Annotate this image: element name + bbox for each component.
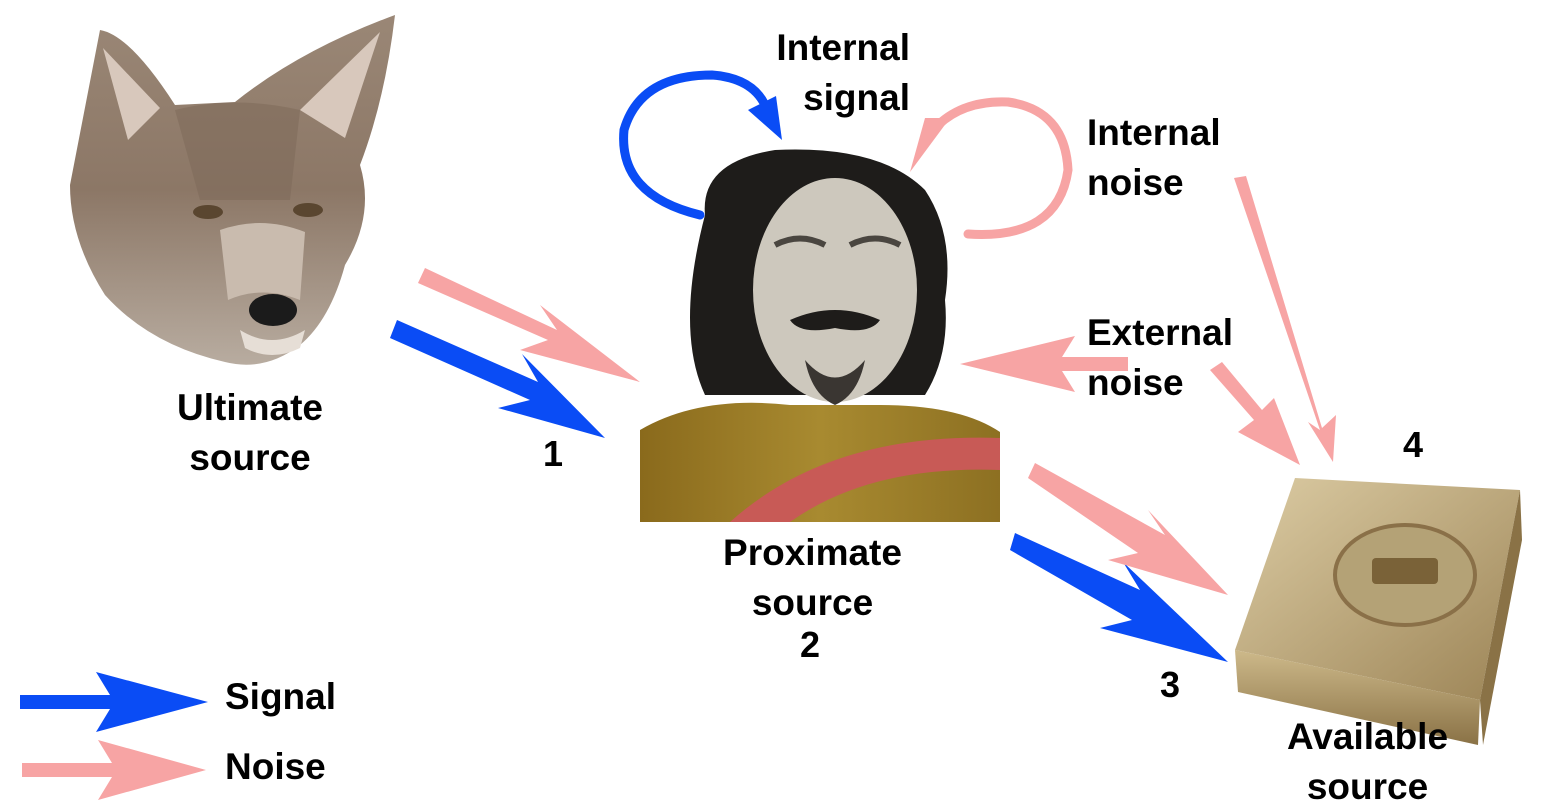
ultimate-source-label: Ultimate source <box>177 387 323 478</box>
path-number-1: 1 <box>543 433 564 474</box>
signal-arrow-proximate-to-available <box>1010 533 1228 662</box>
internal-noise-loop-arrow <box>930 97 1073 239</box>
bearded-man-bust-icon <box>640 149 1000 522</box>
legend-signal-arrow-icon <box>20 672 208 732</box>
proximate-source-label: Proximate source <box>723 532 902 623</box>
internal-signal-label: Internal signal <box>776 27 910 118</box>
internal-noise-to-available-arrow <box>1234 176 1336 462</box>
proximate-source-number: 2 <box>799 624 821 665</box>
path-number-4: 4 <box>1403 424 1424 465</box>
signal-arrows <box>390 70 1228 662</box>
noise-arrow-ultimate-to-proximate <box>418 268 640 382</box>
external-noise-arrow <box>960 336 1128 392</box>
external-noise-label: External noise <box>1087 312 1234 403</box>
legend-noise-label: Noise <box>225 746 326 787</box>
legend-noise-arrow-icon <box>22 740 206 800</box>
legend-signal-label: Signal <box>225 676 337 717</box>
internal-signal-loop-arrow <box>619 70 770 220</box>
noise-arrow-proximate-to-available <box>1028 463 1228 595</box>
bible-book-icon <box>1235 478 1522 745</box>
external-noise-to-available-arrow <box>1210 362 1300 465</box>
internal-noise-label: Internal noise <box>1087 112 1221 203</box>
coyote-head-icon <box>70 15 395 365</box>
noise-arrows <box>418 97 1336 595</box>
available-source-label: Available source <box>1286 716 1449 807</box>
signal-arrow-ultimate-to-proximate <box>390 320 605 438</box>
path-number-3: 3 <box>1160 664 1181 705</box>
legend-arrows <box>20 672 208 800</box>
